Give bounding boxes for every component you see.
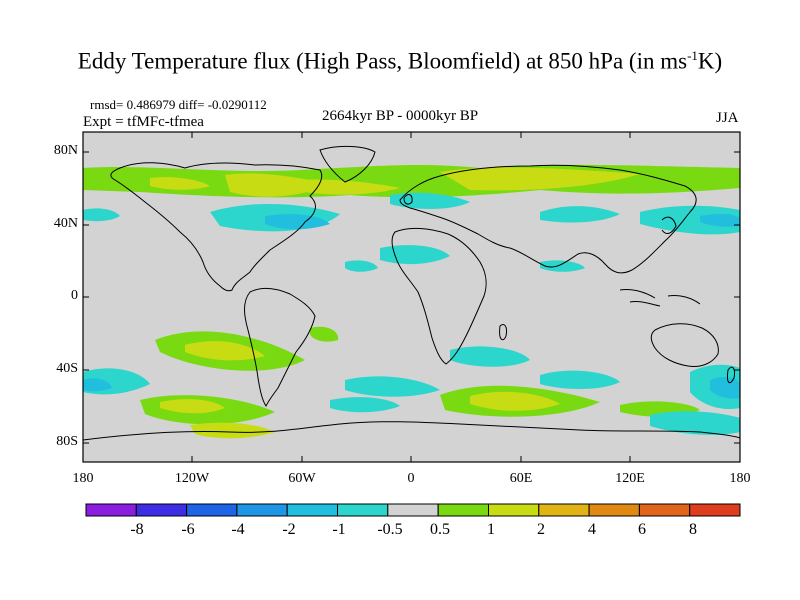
title-superscript: -1 bbox=[687, 48, 698, 63]
positive-patch-southeast-pacific bbox=[310, 326, 339, 342]
negative-patch-ross bbox=[650, 411, 740, 435]
anomaly-field-midlat-north bbox=[83, 192, 740, 272]
coastlines bbox=[83, 145, 740, 441]
season-label: JJA bbox=[716, 110, 739, 126]
anomaly-field-south bbox=[83, 326, 740, 439]
colorbar-label: -6 bbox=[181, 521, 195, 538]
colorbar-box bbox=[488, 503, 540, 517]
colorbar-box bbox=[337, 503, 389, 517]
negative-patch-south-atlantic bbox=[345, 376, 440, 397]
chart-title: Eddy Temperature flux (High Pass, Bloomf… bbox=[0, 48, 800, 75]
coast-madagascar bbox=[499, 323, 507, 341]
colorbar-label: -4 bbox=[231, 521, 245, 538]
colorbar-label: -2 bbox=[282, 521, 296, 538]
colorbar-label: -1 bbox=[332, 521, 346, 538]
positive-core-south-pacific bbox=[185, 341, 265, 361]
lon-label-60w: 60W bbox=[288, 471, 316, 486]
negative-core-north-pacific bbox=[700, 213, 740, 227]
negative-patch-north-pacific-east bbox=[640, 205, 740, 235]
coast-greenland bbox=[319, 145, 376, 183]
negative-patch-arabia bbox=[540, 260, 585, 272]
lat-label-40n: 40N bbox=[53, 216, 78, 231]
anomaly-field-north bbox=[83, 164, 740, 198]
colorbar-label: 8 bbox=[689, 521, 697, 538]
negative-patch-south-indian bbox=[540, 370, 620, 389]
negative-patch-north-atlantic bbox=[390, 192, 470, 209]
lon-label-180w: 180 bbox=[72, 471, 94, 486]
colorbar-label: 0.5 bbox=[430, 521, 450, 538]
coast-antarctica bbox=[83, 421, 740, 441]
colorbar-box bbox=[588, 503, 640, 517]
coast-south-america bbox=[244, 287, 316, 407]
negative-core-tasman bbox=[710, 377, 740, 399]
colorbar-box bbox=[286, 503, 339, 517]
colorbar-box bbox=[236, 503, 288, 517]
colorbar bbox=[85, 503, 741, 517]
colorbar-box bbox=[638, 503, 691, 517]
negative-patch-west-africa bbox=[345, 260, 378, 272]
negative-patch-madagascar bbox=[450, 346, 530, 367]
coast-new-zealand bbox=[727, 366, 735, 384]
coast-north-america bbox=[110, 162, 323, 292]
rmsd-diff-stats: rmsd= 0.486979 diff= -0.0290112 bbox=[90, 97, 267, 112]
negative-core-southwest-pacific bbox=[83, 378, 112, 392]
positive-core-amundsen bbox=[160, 399, 225, 414]
negative-patch-south-atlantic-polar bbox=[330, 397, 400, 413]
lat-label-80n: 80N bbox=[53, 143, 78, 158]
map-plot-area bbox=[83, 132, 740, 462]
lon-label-0: 0 bbox=[407, 471, 415, 486]
lat-label-0: 0 bbox=[71, 288, 78, 303]
lon-label-180e: 180 bbox=[729, 471, 751, 486]
lat-label-40s: 40S bbox=[56, 361, 78, 376]
lon-label-120e: 120E bbox=[615, 471, 645, 486]
colorbar-label: 2 bbox=[537, 521, 545, 538]
lat-label-80s: 80S bbox=[56, 434, 78, 449]
colorbar-label: 1 bbox=[487, 521, 495, 538]
coast-eurasia bbox=[399, 164, 697, 274]
axis-ticks bbox=[82, 132, 741, 462]
positive-patch-weddell bbox=[190, 422, 275, 439]
title-end: K) bbox=[697, 48, 723, 74]
coast-africa bbox=[391, 227, 487, 365]
coast-indonesia bbox=[619, 289, 701, 307]
colorbar-label: -8 bbox=[130, 521, 144, 538]
colorbar-box bbox=[689, 503, 741, 517]
positive-patch-siberia bbox=[440, 167, 640, 191]
colorbar-box bbox=[538, 503, 590, 517]
positive-core-southern-ocean-indian bbox=[470, 391, 560, 411]
coast-british-isles bbox=[403, 194, 413, 205]
positive-patch-alaska bbox=[150, 177, 210, 190]
lon-label-60e: 60E bbox=[509, 471, 533, 486]
title-text: Eddy Temperature flux (High Pass, Bloomf… bbox=[77, 48, 688, 74]
negative-patch-sahara bbox=[380, 245, 450, 265]
positive-patch-atlantic bbox=[300, 179, 400, 195]
period-label: 2664kyr BP - 0000kyr BP bbox=[322, 108, 479, 124]
colorbar-box bbox=[135, 503, 188, 517]
colorbar-box bbox=[85, 503, 137, 517]
coast-australia bbox=[650, 323, 719, 367]
colorbar-box bbox=[437, 503, 490, 517]
lon-label-120w: 120W bbox=[174, 471, 210, 486]
negative-core-north-america bbox=[265, 214, 330, 230]
negative-patch-north-pacific-west bbox=[83, 208, 120, 222]
colorbar-label: 4 bbox=[588, 521, 596, 538]
colorbar-box bbox=[387, 503, 439, 517]
coast-japan bbox=[661, 216, 677, 234]
colorbar-label: -0.5 bbox=[377, 521, 403, 538]
colorbar-label: 6 bbox=[638, 521, 646, 538]
experiment-label: Expt = tfMFc-tfmea bbox=[83, 114, 204, 130]
colorbar-box bbox=[186, 503, 238, 517]
positive-patch-north-america bbox=[225, 173, 330, 197]
negative-patch-central-asia bbox=[540, 206, 620, 223]
